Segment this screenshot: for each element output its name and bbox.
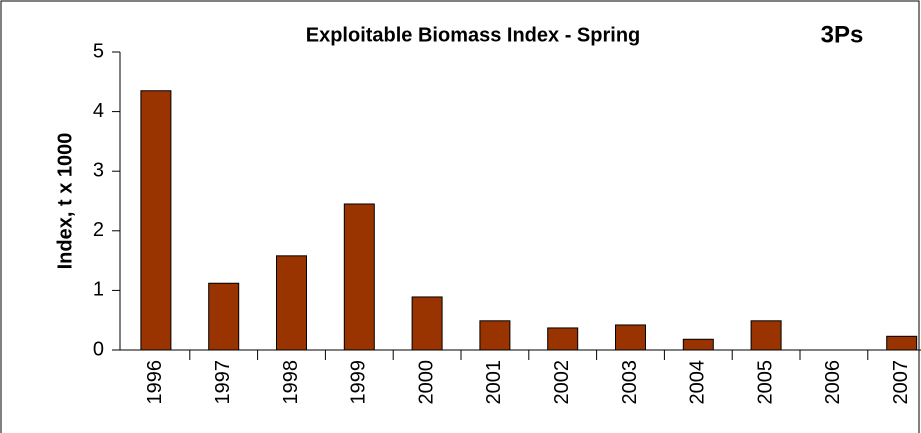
y-axis-label: Index, t x 1000: [54, 133, 76, 270]
x-tick-label: 1999: [348, 360, 370, 405]
x-tick-label: 2006: [822, 360, 844, 405]
x-tick-label: 2000: [415, 360, 437, 405]
bar: [276, 255, 307, 351]
y-tick-label: 5: [93, 40, 104, 62]
y-tick-label: 3: [93, 159, 104, 181]
bar: [411, 296, 443, 351]
x-tick-label: 1996: [144, 360, 166, 405]
bar: [479, 320, 511, 351]
y-tick-label: 0: [93, 338, 104, 360]
x-tick-label: 2002: [551, 360, 573, 405]
y-tick-label: 4: [93, 100, 104, 122]
chart-title: Exploitable Biomass Index - Spring: [306, 24, 641, 46]
bar: [208, 282, 240, 351]
y-tick-label: 2: [93, 219, 104, 241]
bar: [886, 335, 918, 351]
bar: [140, 90, 172, 351]
x-tick-label: 2004: [687, 360, 709, 405]
x-tick-label: 2001: [483, 360, 505, 405]
x-tick-label: 1998: [280, 360, 302, 405]
bar: [682, 338, 714, 351]
annotation: 3Ps: [821, 21, 864, 48]
bar: [547, 327, 579, 351]
bar: [343, 203, 375, 351]
x-tick-label: 2003: [619, 360, 641, 405]
bar: [750, 320, 782, 351]
bar: [615, 324, 646, 351]
x-tick-label: 2007: [890, 360, 912, 405]
x-tick-label: 1997: [212, 360, 234, 405]
x-tick-label: 2005: [754, 360, 776, 405]
y-tick-label: 1: [93, 279, 104, 301]
